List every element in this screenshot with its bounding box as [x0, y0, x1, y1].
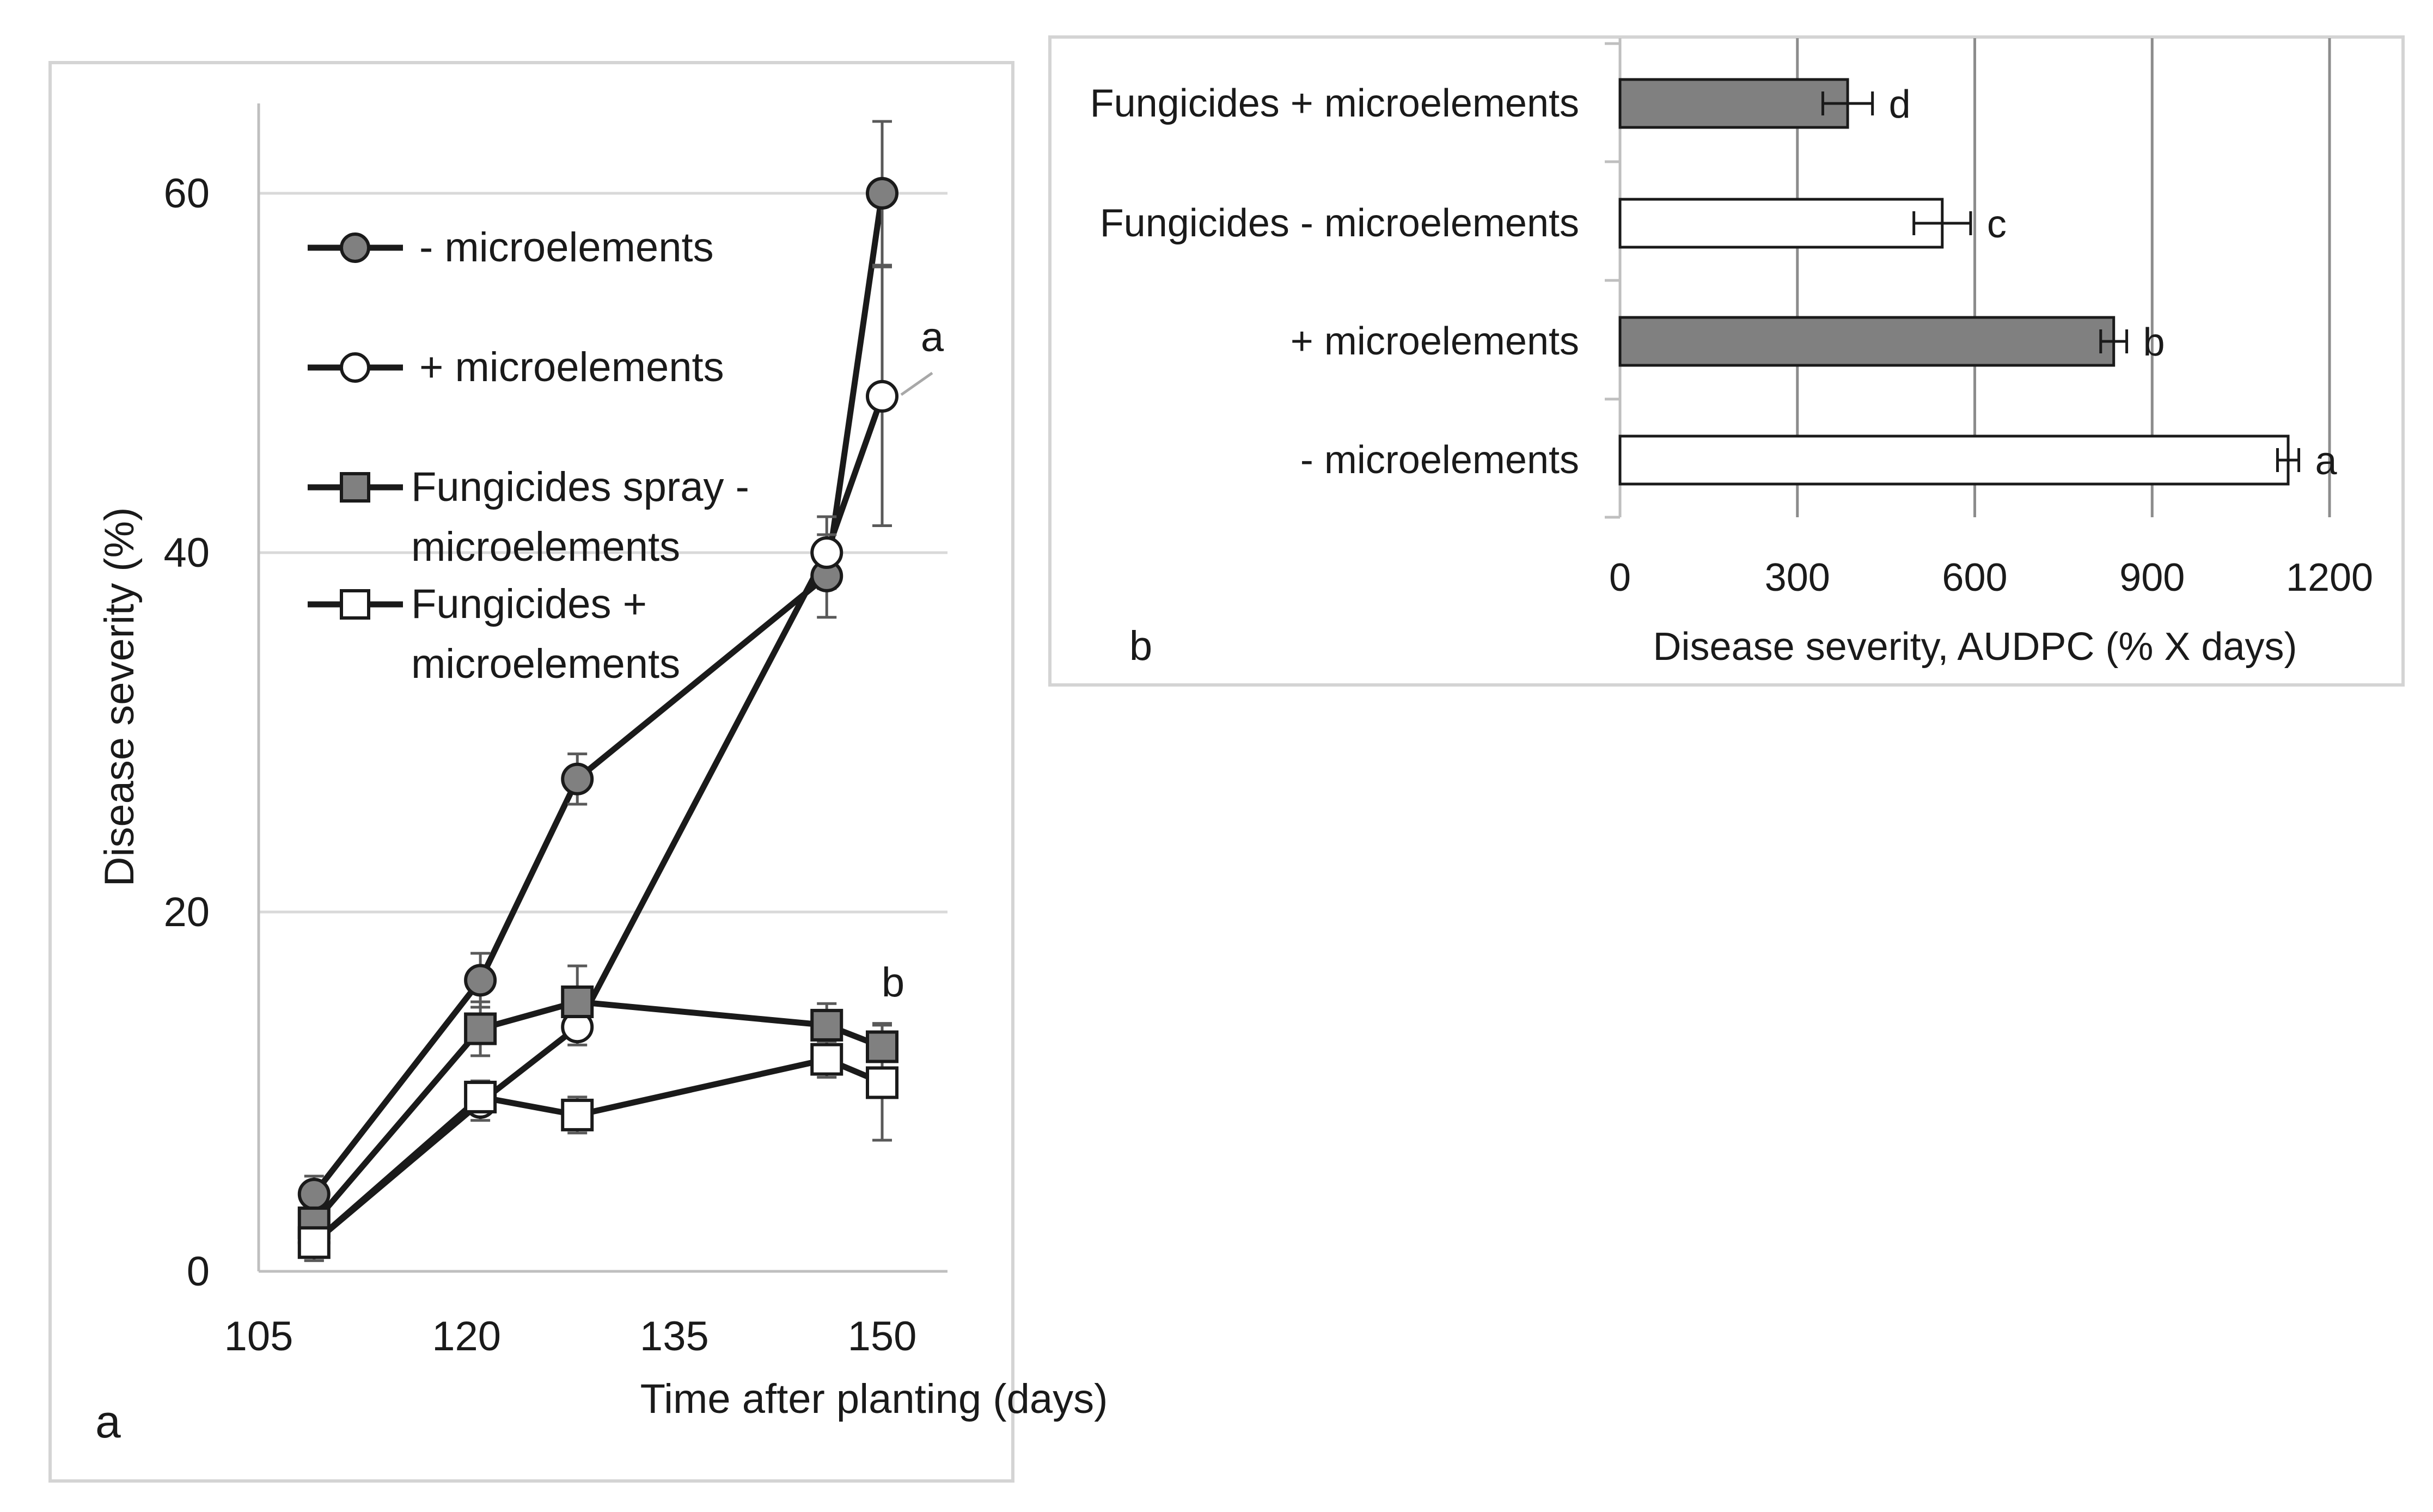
data-point [297, 1226, 331, 1259]
series-group [297, 120, 898, 1262]
annotation-b: b [882, 959, 904, 1006]
legend-marker [340, 472, 370, 503]
data-point [561, 985, 594, 1018]
bar [1618, 316, 2116, 367]
bar-x-tick-label: 600 [1942, 556, 2007, 599]
y-tick-label: 40 [163, 530, 210, 576]
data-point [866, 1066, 898, 1099]
legend-label: + microelements [419, 344, 724, 390]
x-tick-label: 105 [224, 1313, 294, 1360]
x-axis-label: Time after planting (days) [640, 1376, 1108, 1422]
bar-x-tick-label: 0 [1609, 556, 1631, 599]
legend-label-line: microelements [411, 641, 680, 687]
x-tick-label: 150 [848, 1313, 917, 1360]
axes [257, 103, 947, 1273]
bar-x-tick-label: 1200 [2286, 556, 2373, 599]
legend-marker [340, 352, 370, 383]
y-axis-label: Disease severity (%) [96, 507, 143, 887]
data-point [866, 177, 898, 210]
bar-x-tick-label: 900 [2119, 556, 2185, 599]
line-chart: 0 20 40 60 105 120 135 150 - microelements + mic… [95, 103, 1108, 1447]
data-point [810, 536, 843, 569]
data-point [464, 1012, 497, 1045]
bar-significance-letter: d [1889, 83, 1911, 126]
tick-labels: 0 300 600 900 1200 Fungicides + microelements… [1090, 82, 2373, 599]
y-tick-label: 20 [163, 889, 210, 935]
panel-a-label: a [95, 1396, 121, 1447]
bar-category-label: - microelements [1300, 438, 1579, 482]
legend: - microelements + microelements Fungicides… [308, 224, 749, 687]
bar-category-label: Fungicides - microelements [1100, 201, 1579, 245]
data-point [464, 964, 497, 997]
annotation-a: a [921, 314, 944, 360]
x-tick-label: 135 [640, 1313, 709, 1360]
bar [1618, 78, 1849, 129]
data-point [810, 1008, 843, 1042]
legend-label-line: Fungicides spray - [411, 464, 749, 510]
bar-significance-letter: a [2315, 439, 2338, 483]
tick-labels: 0 20 40 60 105 120 135 150 [163, 170, 916, 1360]
legend-label: Fungicides + microelements [411, 581, 680, 687]
legend-marker [340, 232, 370, 263]
panel-b-label: b [1129, 623, 1152, 669]
bar [1618, 434, 2290, 486]
legend-marker [340, 589, 370, 620]
data-point [561, 1098, 594, 1131]
bar-category-label: Fungicides + microelements [1090, 82, 1579, 125]
bar-significance-letter: c [1987, 203, 2007, 246]
legend-label-line: Fungicides + [411, 581, 647, 627]
bars-group: d c b a [1618, 78, 2338, 486]
data-point [866, 379, 898, 413]
legend-label: Fungicides spray - microelements [411, 464, 749, 570]
bar-chart: 0 300 600 900 1200 Fungicides + microelements… [1090, 38, 2373, 669]
bar-category-label: + microelements [1291, 320, 1579, 363]
x-tick-label: 120 [432, 1313, 501, 1360]
legend-label-line: microelements [411, 524, 680, 570]
y-tick-label: 60 [163, 170, 210, 217]
legend-label-line: + microelements [419, 344, 724, 390]
bar-x-tick-label: 300 [1765, 556, 1830, 599]
panel-a-frame [48, 61, 1014, 1483]
data-point [297, 1178, 331, 1211]
annotation-a-leader [900, 371, 933, 396]
data-point [561, 762, 594, 795]
bar [1618, 198, 1944, 249]
bar-significance-letter: b [2143, 321, 2165, 364]
y-tick-label: 0 [187, 1248, 210, 1295]
data-point [810, 1043, 843, 1076]
bar-x-axis-label: Disease severity, AUDPC (% X days) [1653, 625, 2297, 669]
legend-label: - microelements [419, 224, 714, 271]
data-point [866, 1030, 898, 1063]
data-point [464, 1080, 497, 1113]
legend-label-line: - microelements [419, 224, 714, 271]
